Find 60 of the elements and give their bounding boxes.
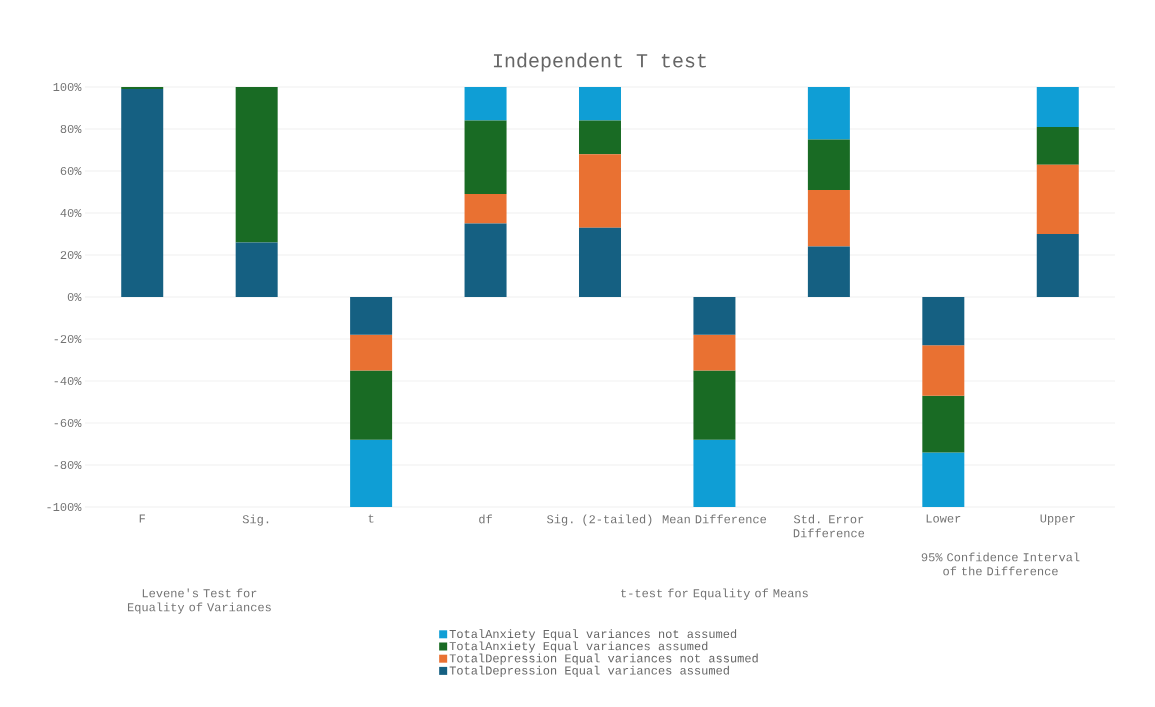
bar (922, 345, 965, 396)
bar (807, 246, 850, 297)
y-tick-label: 20% (60, 250, 82, 260)
bar (464, 87, 507, 121)
bar (1036, 234, 1079, 297)
y-tick-label: 80% (60, 124, 82, 134)
text: t-test for Equality of Means (621, 588, 808, 600)
y-tick-label: -60% (54, 418, 82, 428)
bar (807, 87, 850, 140)
x-tick-label: df (479, 514, 492, 524)
bar (578, 120, 621, 155)
bar (121, 87, 164, 90)
x-tick-label: Std. Error Difference (793, 514, 865, 538)
y-tick-label: 0% (67, 292, 82, 302)
bar (922, 297, 965, 346)
bar (350, 439, 393, 507)
y-tick-label: -40% (54, 376, 82, 386)
bar (922, 452, 965, 507)
bar (693, 439, 736, 507)
x-tick-label: Sig. (2-tailed) (547, 514, 652, 526)
bar (1036, 164, 1079, 234)
bar (464, 223, 507, 297)
legend-label: TotalDepression Equal variances assumed (449, 665, 729, 677)
bar (693, 370, 736, 440)
x-tick-label: t (368, 514, 374, 523)
y-tick-label: -80% (54, 460, 82, 470)
legend-label: TotalAnxiety Equal variances assumed (449, 641, 708, 653)
bar (464, 194, 507, 224)
bar (1036, 126, 1079, 165)
bar (350, 370, 393, 440)
text: Levene's Test for Equality of Variances (127, 588, 271, 614)
bar (235, 242, 278, 297)
x-tick-label: Lower (926, 514, 961, 523)
bar (578, 154, 621, 228)
bar (578, 227, 621, 297)
y-tick-label: 100% (53, 82, 82, 92)
y-tick-label: -20% (54, 334, 82, 344)
bar (121, 89, 164, 297)
y-tick-label: 40% (60, 208, 82, 218)
bar (693, 297, 736, 335)
bar (235, 87, 278, 243)
legend-label: TotalDepression Equal variances not assumed (449, 653, 758, 665)
bar (578, 87, 621, 121)
x-tick-label: Mean Difference (662, 514, 767, 524)
bar (350, 334, 393, 371)
bar (693, 334, 736, 371)
bar (807, 189, 850, 247)
x-tick-label: Upper (1040, 514, 1075, 525)
y-tick-label: 60% (60, 166, 82, 176)
x-tick-label: F (139, 514, 145, 523)
legend-label: TotalAnxiety Equal variances not assumed (449, 629, 737, 641)
bar (1036, 87, 1079, 127)
y-tick-label: -100% (47, 502, 82, 512)
bar (350, 297, 393, 335)
bar (464, 120, 507, 195)
chart-title: Independent T test (493, 52, 706, 72)
bar (807, 139, 850, 190)
bar (922, 395, 965, 453)
text: 95% Confidence Interval of the Difference (921, 552, 1080, 576)
x-tick-label: Sig. (242, 514, 269, 526)
